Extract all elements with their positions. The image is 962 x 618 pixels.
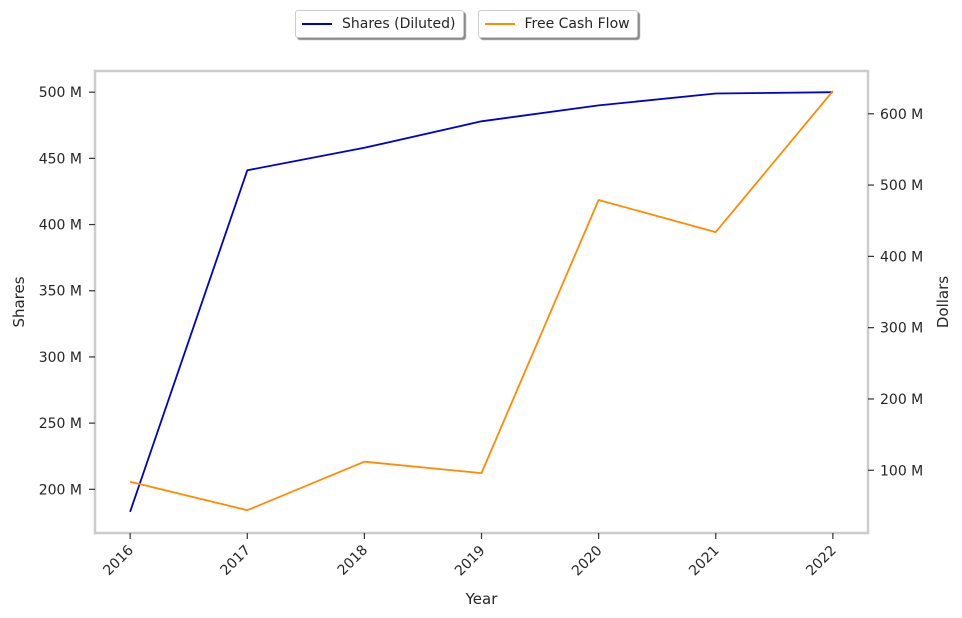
y-left-tick-label: 250 M [39,416,82,432]
chart-legend: Shares (Diluted) Free Cash Flow [295,10,638,38]
y-left-tick-label: 350 M [39,284,82,300]
legend-label-free-cash-flow: Free Cash Flow [524,16,630,32]
y-left-axis-label: Shares [10,276,28,327]
series-line-shares-diluted [129,91,833,513]
x-axis-label: Year [465,590,499,608]
y-left-tick-label: 200 M [39,482,82,498]
x-tick-label: 2020 [569,543,606,580]
legend-item-shares-diluted: Shares (Diluted) [295,10,464,38]
plot-frame [93,69,870,535]
y-left-tick-label: 300 M [39,350,82,366]
x-tick-label: 2019 [452,543,489,580]
y-right-tick-label: 100 M [880,463,923,479]
x-tick-label: 2022 [803,543,840,580]
x-tick-label: 2016 [100,542,137,579]
legend-label-shares-diluted: Shares (Diluted) [342,16,456,32]
legend-swatch-shares-diluted [302,23,332,25]
x-tick-label: 2021 [686,543,723,580]
y-right-tick-label: 200 M [880,392,923,408]
legend-swatch-free-cash-flow [484,23,515,25]
series-line-free-cash-flow [129,90,834,512]
y-right-tick-label: 500 M [880,178,923,194]
y-left-tick-label: 450 M [39,151,82,167]
y-left-tick-label: 400 M [39,218,82,234]
y-right-tick-label: 600 M [880,107,923,123]
y-right-tick-label: 400 M [880,249,923,265]
y-right-axis-label: Dollars [934,276,952,328]
y-right-tick-label: 300 M [880,321,923,337]
x-tick-label: 2017 [217,542,254,579]
y-left-tick-label: 500 M [39,85,82,101]
legend-item-free-cash-flow: Free Cash Flow [477,10,638,38]
x-tick-label: 2018 [335,542,372,579]
